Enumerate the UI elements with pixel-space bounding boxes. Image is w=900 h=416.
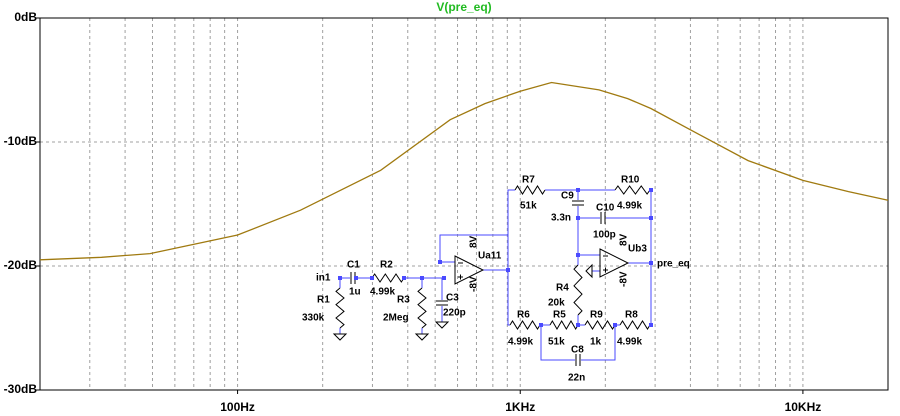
op-amp bbox=[599, 248, 630, 278]
node bbox=[370, 276, 374, 280]
label: in1 bbox=[316, 273, 331, 284]
label: 51k bbox=[548, 337, 565, 348]
node bbox=[402, 276, 406, 280]
chart-title: V(pre_eq) bbox=[436, 0, 491, 14]
label: R2 bbox=[380, 260, 393, 271]
label: pre_eq bbox=[657, 259, 690, 270]
label: R6 bbox=[517, 310, 530, 321]
label: R7 bbox=[522, 175, 535, 186]
op-amp bbox=[454, 255, 485, 285]
ground bbox=[585, 263, 593, 279]
label: 3.3n bbox=[551, 213, 571, 224]
node bbox=[576, 216, 580, 220]
resistor bbox=[371, 273, 405, 283]
plot-area: 100Hz 1KHz 10KHz -30dB -20dB -10dB 0dB bbox=[4, 10, 889, 414]
label: 51k bbox=[520, 201, 537, 212]
label: 330k bbox=[302, 313, 325, 324]
node bbox=[613, 323, 617, 327]
node bbox=[539, 323, 543, 327]
node bbox=[576, 323, 580, 327]
node bbox=[576, 253, 580, 257]
label: R5 bbox=[553, 310, 566, 321]
label: C3 bbox=[446, 293, 459, 304]
label: 100p bbox=[593, 230, 616, 241]
label: 220p bbox=[443, 308, 466, 319]
label: C10 bbox=[596, 203, 615, 214]
label: 2Meg bbox=[383, 313, 409, 324]
label: R8 bbox=[625, 310, 638, 321]
label: 8V bbox=[469, 235, 480, 248]
label: C8 bbox=[571, 345, 584, 356]
resistor bbox=[584, 320, 616, 330]
label: -8V bbox=[619, 271, 630, 287]
label: 1k bbox=[590, 337, 602, 348]
node bbox=[442, 276, 446, 280]
resistor bbox=[514, 185, 546, 195]
label: R3 bbox=[397, 295, 410, 306]
capacitor bbox=[572, 200, 584, 206]
label: -8V bbox=[469, 276, 480, 292]
capacitor bbox=[575, 354, 581, 366]
node bbox=[649, 188, 653, 192]
resistor bbox=[335, 287, 345, 329]
y-tick-label: -30dB bbox=[4, 382, 38, 396]
label: 1u bbox=[349, 287, 361, 298]
label: 8V bbox=[619, 233, 630, 246]
label: 4.99k bbox=[370, 287, 395, 298]
x-tick-label: 1KHz bbox=[505, 400, 535, 414]
node bbox=[576, 188, 580, 192]
label: 4.99k bbox=[617, 201, 642, 212]
x-tick-label: 100Hz bbox=[220, 400, 255, 414]
label: R9 bbox=[590, 310, 603, 321]
label: C1 bbox=[347, 260, 360, 271]
resistor bbox=[573, 264, 583, 316]
resistor bbox=[417, 287, 427, 329]
node bbox=[649, 216, 653, 220]
resistor bbox=[614, 185, 651, 195]
resistor bbox=[549, 320, 579, 330]
capacitor bbox=[600, 212, 606, 224]
node bbox=[354, 276, 358, 280]
curve bbox=[39, 81, 889, 261]
schematic: in1 C1 1u R2 4.99k R1 330k R3 2Meg C3 22… bbox=[302, 175, 690, 384]
node bbox=[506, 268, 510, 272]
ground bbox=[332, 333, 348, 341]
label: Ua11 bbox=[478, 251, 502, 262]
node bbox=[338, 276, 342, 280]
plot-frame bbox=[39, 17, 889, 391]
node bbox=[649, 261, 653, 265]
label: 4.99k bbox=[508, 337, 533, 348]
node bbox=[438, 260, 442, 264]
ground bbox=[414, 333, 430, 341]
y-tick-label: 0dB bbox=[14, 10, 37, 24]
label: Ub3 bbox=[628, 244, 647, 255]
label: R1 bbox=[317, 295, 330, 306]
y-tick-label: -10dB bbox=[4, 134, 38, 148]
label: C9 bbox=[561, 191, 574, 202]
resistor bbox=[509, 320, 541, 330]
node bbox=[649, 323, 653, 327]
label: R10 bbox=[621, 175, 640, 186]
label: R4 bbox=[556, 283, 569, 294]
label: 22n bbox=[568, 373, 585, 384]
y-tick-label: -20dB bbox=[4, 258, 38, 272]
ground bbox=[434, 321, 450, 329]
x-tick-label: 10KHz bbox=[785, 400, 822, 414]
node bbox=[420, 276, 424, 280]
label: 4.99k bbox=[617, 337, 642, 348]
capacitor bbox=[436, 300, 448, 306]
resistor bbox=[619, 320, 651, 330]
label: 20k bbox=[548, 298, 565, 309]
